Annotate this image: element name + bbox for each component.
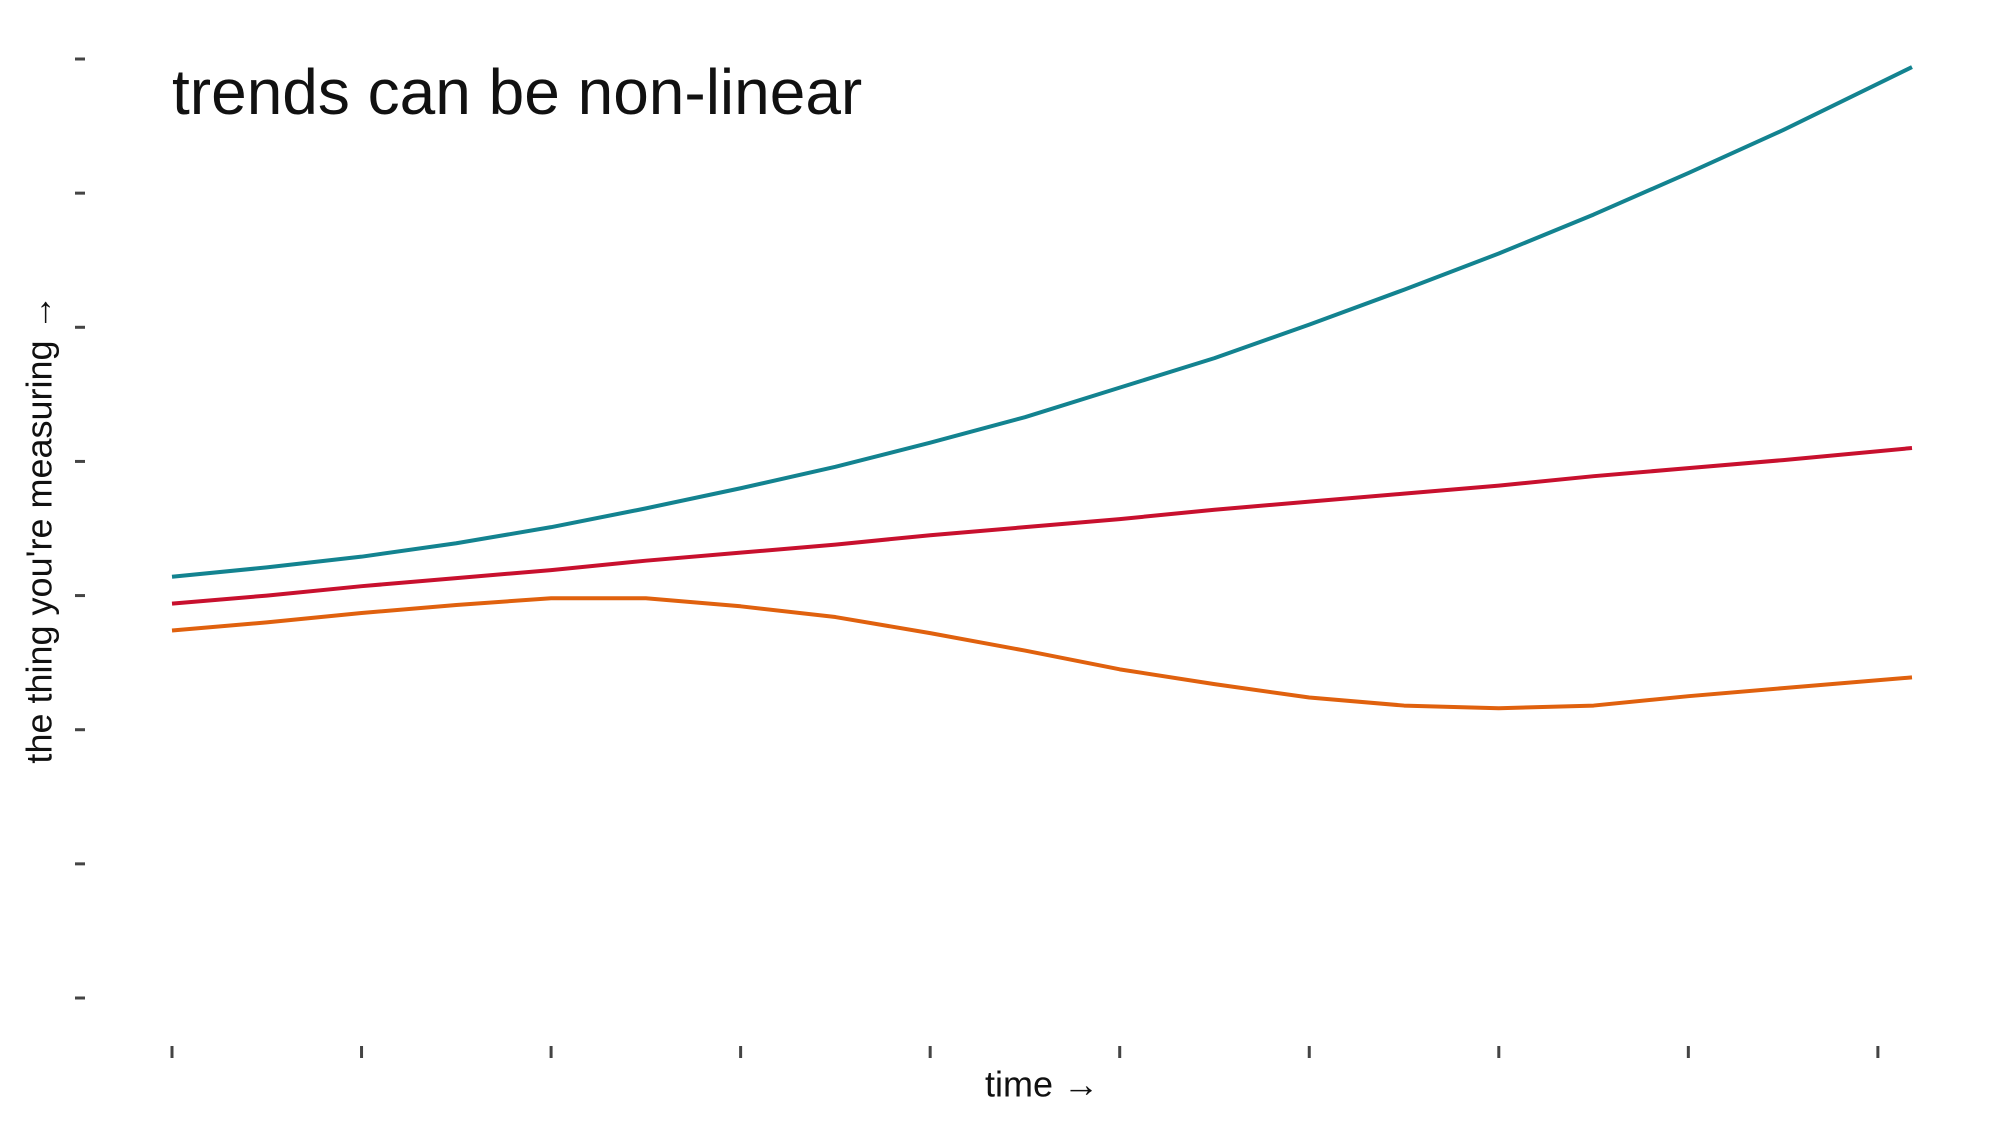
x-axis-label: time → xyxy=(985,1064,1099,1105)
line-series xyxy=(171,596,1913,711)
chart-title: trends can be non-linear xyxy=(172,56,862,128)
line-series xyxy=(171,446,1913,606)
y-axis-label: the thing you're measuring → xyxy=(19,294,60,763)
line-series xyxy=(171,65,1913,579)
